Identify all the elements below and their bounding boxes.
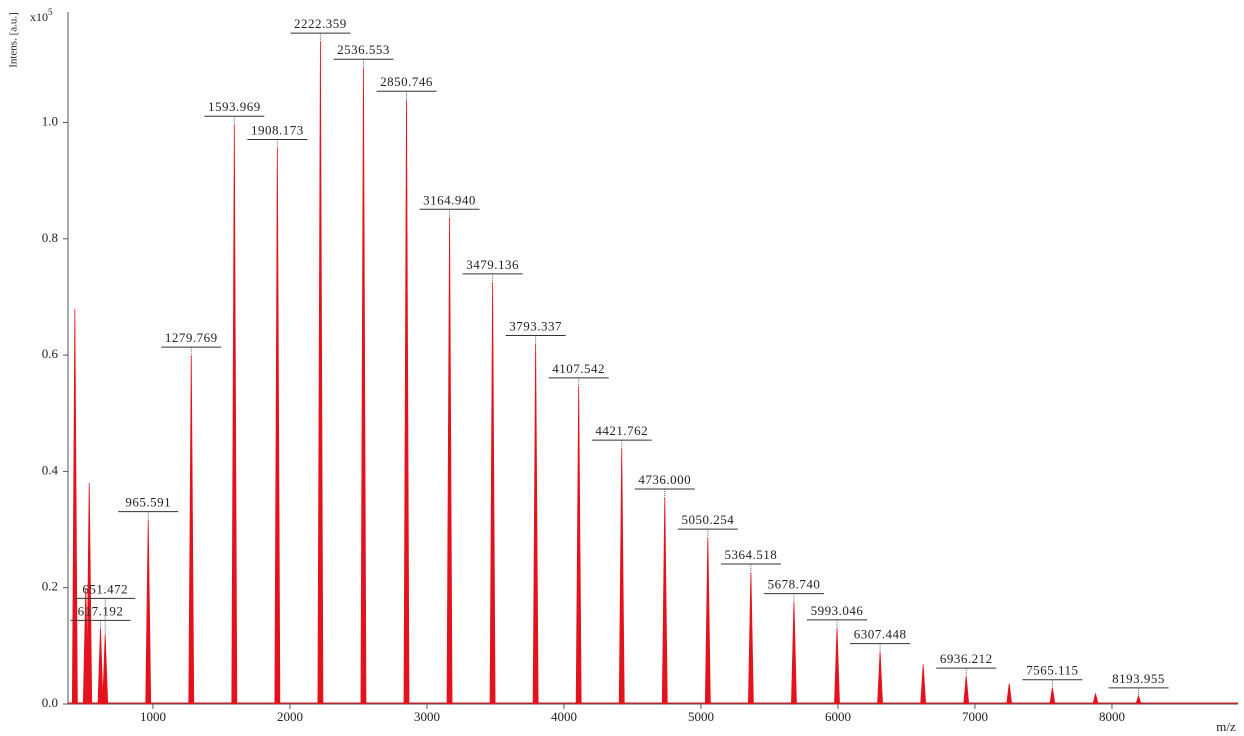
y-multiplier: x105 [30, 7, 53, 24]
peak [877, 651, 883, 705]
x-tick-label: 8000 [1099, 709, 1125, 724]
peak [71, 308, 78, 705]
peak [834, 627, 840, 705]
peak [145, 519, 152, 705]
y-tick-label: 0.8 [42, 230, 58, 245]
peak-label: 965.591 [125, 495, 171, 510]
peak [86, 483, 93, 705]
peak-label: 5678.740 [768, 577, 821, 592]
peak-label: 5993.046 [811, 603, 864, 618]
peak-label: 6307.448 [854, 627, 907, 642]
x-tick-label: 3000 [414, 709, 440, 724]
peak-label: 7565.115 [1026, 663, 1078, 678]
peak-label: 1593.969 [208, 99, 261, 114]
peak [1092, 693, 1099, 705]
y-tick-label: 0.0 [42, 695, 58, 710]
peak [489, 281, 496, 705]
peak [963, 676, 970, 705]
peak-label: 6936.212 [940, 651, 993, 666]
x-tick-label: 5000 [688, 709, 714, 724]
peak-label: 5364.518 [725, 547, 778, 562]
peak-label: 8193.955 [1112, 671, 1165, 686]
peak-label: 3793.337 [509, 318, 562, 333]
peak [188, 355, 195, 705]
peak-label: 2536.553 [337, 42, 390, 57]
x-tick-label: 4000 [551, 709, 577, 724]
peak-label: 4736.000 [638, 472, 691, 487]
y-axis-label: Intens. [a.u.] [8, 12, 20, 68]
peak [274, 147, 281, 705]
peak [661, 496, 668, 705]
x-tick-label: 2000 [277, 709, 303, 724]
peak-label: 3164.940 [423, 192, 476, 207]
y-tick-label: 0.4 [42, 462, 59, 477]
y-tick-label: 1.0 [42, 113, 58, 128]
peak-label: 1279.769 [165, 330, 218, 345]
peak-label: 2222.359 [294, 16, 347, 31]
peak-label: 5050.254 [681, 512, 734, 527]
peak [791, 601, 797, 705]
y-tick-label: 0.2 [42, 579, 58, 594]
peak [317, 41, 324, 705]
peak [1006, 683, 1013, 705]
x-tick-label: 6000 [825, 709, 851, 724]
peak [704, 537, 711, 705]
peak [97, 628, 104, 705]
peak [1049, 687, 1056, 705]
peak [231, 124, 238, 705]
peak-label: 4107.542 [552, 361, 605, 376]
peak-label: 651.472 [82, 581, 128, 596]
peak [1135, 694, 1142, 705]
peak [532, 343, 539, 705]
x-axis-label: m/z [1216, 719, 1236, 734]
peak-label: 3479.136 [466, 257, 519, 272]
multiplier-base: x10 [30, 10, 48, 24]
peak [360, 67, 367, 705]
peak [446, 217, 453, 705]
peak [403, 99, 410, 705]
peak [618, 448, 625, 705]
peak-label: 617.192 [78, 603, 124, 618]
peak [747, 571, 754, 705]
peak [102, 634, 109, 705]
peak-label: 2850.746 [380, 74, 433, 89]
x-tick-label: 1000 [140, 709, 166, 724]
peak-label: 1908.173 [251, 122, 304, 137]
peak [575, 385, 582, 705]
peak [920, 664, 927, 705]
multiplier-exponent: 5 [48, 7, 53, 17]
y-tick-label: 0.6 [42, 346, 59, 361]
peak-label: 4421.762 [595, 423, 648, 438]
x-tick-label: 7000 [962, 709, 988, 724]
